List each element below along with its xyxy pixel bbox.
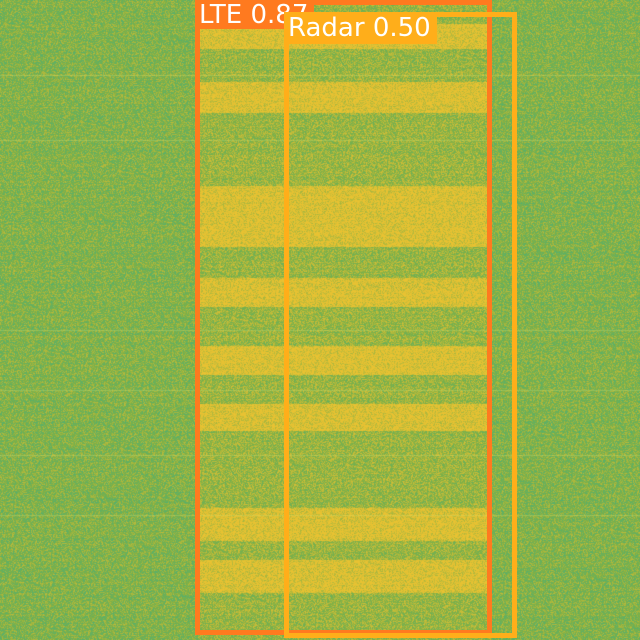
radar-detection-label: Radar 0.50	[284, 12, 437, 44]
radar-confidence-score: 0.50	[372, 13, 431, 43]
radar-class-name: Radar	[288, 13, 365, 43]
lte-detection-box	[195, 0, 492, 635]
lte-class-name: LTE	[199, 0, 243, 30]
radar-detection-box	[284, 12, 517, 638]
